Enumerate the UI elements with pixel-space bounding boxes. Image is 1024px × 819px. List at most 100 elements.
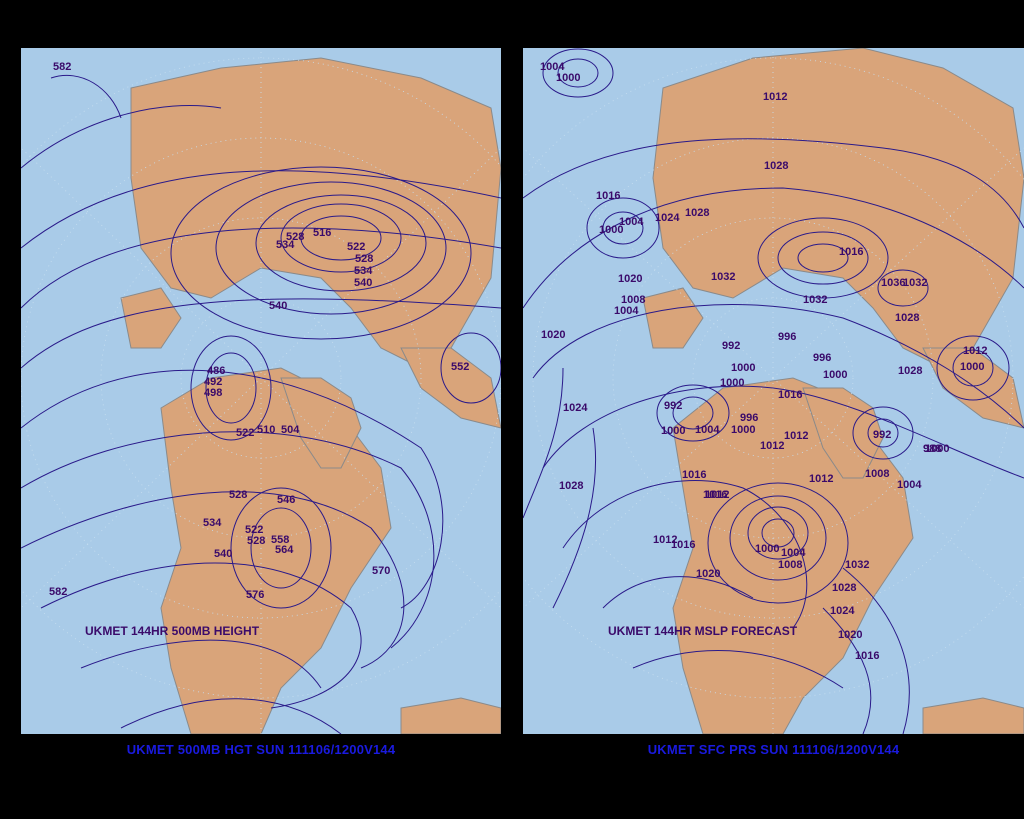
right-label-24: 1000	[823, 369, 847, 381]
left-label-17: 546	[277, 494, 295, 506]
left-label-23: 558	[271, 534, 289, 546]
left-contour-labels: 582 516 522 528 534 540 534 528 540 552 …	[49, 61, 469, 638]
right-label-33: 1012	[784, 430, 808, 442]
right-label-18: 1020	[541, 329, 565, 341]
right-label-3: 1028	[764, 160, 788, 172]
right-label-56: 1012	[963, 345, 987, 357]
right-label-19: 996	[778, 331, 796, 343]
right-label-47: 1020	[696, 568, 720, 580]
right-label-4: 1016	[596, 190, 620, 202]
right-label-34: 1016	[682, 469, 706, 481]
right-label-10: 1016	[839, 246, 863, 258]
right-label-8: 1028	[685, 207, 709, 219]
right-label-57: 988	[923, 443, 941, 455]
right-label-37: 1004	[897, 479, 922, 491]
right-label-16: 1032	[903, 277, 927, 289]
left-label-12: 498	[204, 387, 222, 399]
right-inner-title: UKMET 144HR MSLP FORECAST	[608, 624, 798, 638]
left-label-16: 528	[229, 489, 247, 501]
right-label-25: 1016	[778, 389, 802, 401]
right-label-6: 1000	[599, 224, 623, 236]
right-label-43: 1016	[671, 539, 695, 551]
right-label-52: 1016	[855, 650, 879, 662]
right-label-2: 1012	[763, 91, 787, 103]
right-label-28: 1000	[661, 425, 685, 437]
left-map: 582 516 522 528 534 540 534 528 540 552 …	[21, 48, 501, 734]
right-label-31: 996	[740, 412, 758, 424]
left-label-7: 528	[286, 231, 304, 243]
left-label-13: 522	[236, 427, 254, 439]
center-divider	[501, 0, 523, 819]
right-label-39: 1012	[809, 473, 833, 485]
left-label-0: 582	[53, 61, 71, 73]
left-label-1: 516	[313, 227, 331, 239]
right-graticule	[523, 48, 1024, 734]
right-label-9: 1032	[711, 271, 735, 283]
left-caption: UKMET 500MB HGT SUN 111106/1200V144	[126, 742, 396, 757]
left-label-5: 540	[354, 277, 372, 289]
right-label-23: 996	[813, 352, 831, 364]
right-label-44: 1000	[755, 543, 779, 555]
left-label-8: 540	[269, 300, 287, 312]
left-label-15: 504	[281, 424, 300, 436]
right-panel-mslp: 1004 1000 1012 1028 1016 1004 1000 1024 …	[523, 0, 1024, 819]
left-label-11: 492	[204, 376, 222, 388]
right-label-53: 1012	[705, 489, 729, 501]
right-label-32: 1012	[760, 440, 784, 452]
right-label-17: 1028	[895, 312, 919, 324]
right-label-36: 992	[873, 429, 891, 441]
right-label-41: 1028	[559, 480, 583, 492]
right-label-40: 1016	[703, 489, 727, 501]
left-label-25: 576	[246, 589, 264, 601]
right-label-55: 1000	[960, 361, 984, 373]
right-label-48: 1032	[845, 559, 869, 571]
right-label-38: 1000	[925, 443, 949, 455]
left-map-svg: 582 516 522 528 534 540 534 528 540 552 …	[21, 48, 501, 734]
left-contours	[21, 74, 501, 734]
right-landmasses	[642, 48, 1024, 734]
left-label-22: 564	[275, 544, 294, 556]
right-contour-labels: 1004 1000 1012 1028 1016 1004 1000 1024 …	[540, 61, 987, 662]
right-label-15: 1036	[881, 277, 905, 289]
right-label-13: 1004	[614, 305, 639, 317]
right-map: 1004 1000 1012 1028 1016 1004 1000 1024 …	[523, 48, 1024, 734]
left-graticule	[21, 48, 501, 734]
left-label-19: 522	[245, 524, 263, 536]
left-landmasses	[120, 57, 501, 734]
right-label-49: 1028	[832, 582, 856, 594]
right-label-50: 1024	[830, 605, 855, 617]
left-label-3: 528	[355, 253, 373, 265]
right-label-1: 1000	[556, 72, 580, 84]
left-panel-500mb: 582 516 522 528 534 540 534 528 540 552 …	[21, 0, 501, 819]
right-label-12: 1008	[621, 294, 645, 306]
right-map-svg: 1004 1000 1012 1028 1016 1004 1000 1024 …	[523, 48, 1024, 734]
left-inner-title: UKMET 144HR 500MB HEIGHT	[85, 624, 260, 638]
left-label-4: 534	[354, 265, 373, 277]
left-label-24: 570	[372, 565, 390, 577]
right-contours	[523, 48, 1024, 734]
right-label-0: 1004	[540, 61, 565, 73]
right-label-14: 1032	[803, 294, 827, 306]
left-label-14: 510	[257, 424, 275, 436]
left-label-9: 552	[451, 361, 469, 373]
right-label-5: 1004	[619, 216, 644, 228]
left-border	[0, 0, 21, 819]
left-label-26: 582	[49, 586, 67, 598]
left-label-20: 528	[247, 535, 265, 547]
right-label-29: 1004	[695, 424, 720, 436]
right-label-21: 1000	[731, 362, 755, 374]
right-label-35: 1008	[865, 468, 889, 480]
left-label-2: 522	[347, 241, 365, 253]
right-label-42: 1012	[653, 534, 677, 546]
right-label-7: 1024	[655, 212, 680, 224]
right-label-20: 992	[722, 340, 740, 352]
right-label-46: 1008	[778, 559, 802, 571]
left-label-10: 486	[207, 365, 225, 377]
right-label-30: 1000	[731, 424, 755, 436]
right-label-54: 1028	[898, 365, 922, 377]
left-label-21: 540	[214, 548, 232, 560]
right-label-26: 1024	[563, 402, 588, 414]
right-label-22: 1000	[720, 377, 744, 389]
left-label-6: 534	[276, 239, 295, 251]
right-label-27: 992	[664, 400, 682, 412]
